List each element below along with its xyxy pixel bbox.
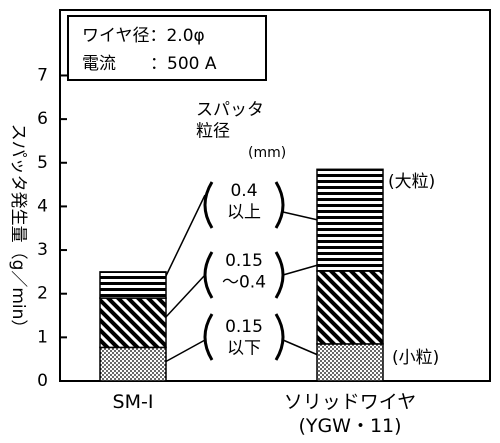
y-tick-label: 7	[37, 65, 48, 85]
bar-segment	[316, 270, 384, 345]
y-tick-label: 3	[37, 240, 48, 260]
plot-frame	[59, 9, 491, 382]
y-tick-label: 4	[37, 196, 48, 216]
annotation: (大粒)	[388, 172, 435, 192]
legend-label: 0.4 以上	[227, 181, 261, 222]
x-tick-label: ソリッドワイヤ(YGW・11)	[284, 391, 416, 437]
leader-lines	[164, 194, 319, 363]
legend-label: 0.15 以下	[225, 317, 263, 358]
y-tick-label: 5	[37, 153, 48, 173]
y-axis-label: スパッタ発生量（g／min）	[8, 124, 28, 337]
annotation: ワイヤ径：2.0φ	[82, 26, 205, 46]
x-tick-label: SM-I	[113, 391, 154, 413]
annotation: (小粒)	[392, 348, 439, 368]
bar-segment	[99, 346, 167, 382]
y-tick-label: 1	[37, 327, 48, 347]
y-tick-label: 6	[37, 109, 48, 129]
bar-segment	[99, 297, 167, 349]
legend-title: スパッタ粒径	[196, 100, 264, 141]
annotation: 電流 ：500 A	[82, 54, 217, 74]
y-tick-label: 2	[37, 284, 48, 304]
legend-unit: (mm)	[248, 145, 286, 161]
bar-segment	[99, 271, 167, 299]
legend-label: 0.15 〜0.4	[222, 251, 266, 292]
bar-segment	[316, 343, 384, 382]
condition-box	[67, 15, 267, 81]
y-tick-label: 0	[37, 371, 48, 391]
bar-segment	[316, 168, 384, 272]
